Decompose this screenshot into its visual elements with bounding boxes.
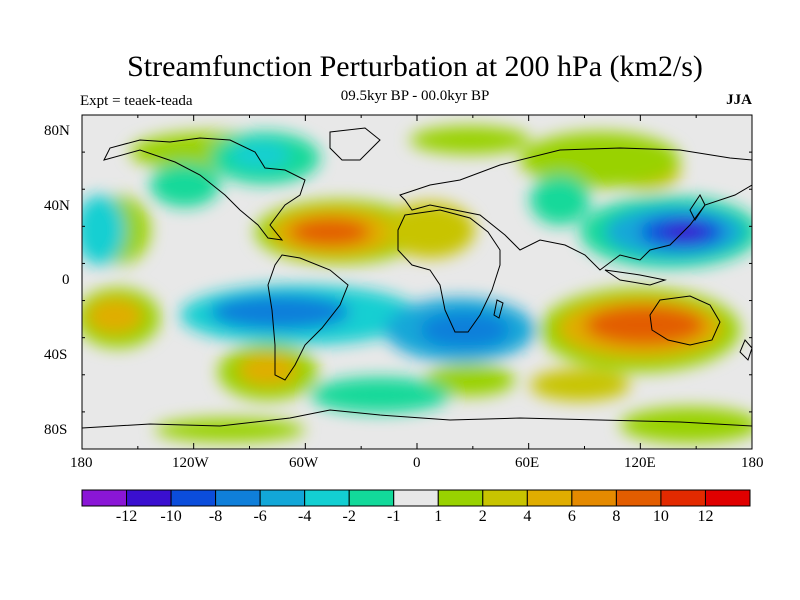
coast-australia (649, 295, 721, 346)
colorbar-label: 10 (652, 508, 669, 525)
colorbar-label: -1 (387, 508, 401, 525)
colorbar-label: 6 (567, 508, 576, 525)
colorbar-swatch (526, 489, 573, 507)
colorbar-label: 12 (697, 508, 714, 525)
coast-madagascar (493, 299, 504, 319)
coast-greenland (329, 127, 381, 161)
colorbar-swatch (393, 489, 439, 507)
lon-label-180w: 180 (70, 455, 93, 471)
axis-ticks (81, 114, 753, 450)
coast-africa (397, 209, 501, 333)
negative-southern-ocean (310, 377, 450, 413)
coast-south-america (267, 254, 349, 381)
experiment-label: Expt = teaek-teada (80, 93, 193, 109)
colorbar-swatch (126, 489, 172, 507)
coast-antarctica (82, 409, 752, 429)
lat-label-80s: 80S (44, 422, 68, 438)
colorbar-swatch (304, 489, 350, 507)
plot-subtitle: 09.5kyr BP - 00.0kyr BP (340, 88, 490, 104)
positive-siberia (520, 132, 680, 188)
negative-east-pacific (82, 195, 125, 265)
lon-label-120w: 120W (172, 455, 209, 471)
coast-europe-asia (399, 147, 752, 271)
colorbar-label: 2 (478, 508, 487, 525)
colorbar-swatch (482, 489, 528, 507)
season-label: JJA (726, 92, 752, 108)
colorbar-label: -12 (115, 508, 138, 525)
lon-label-60w: 60W (289, 455, 319, 471)
coast-north-america (103, 137, 306, 241)
colorbar-swatch (215, 489, 261, 507)
colorbar-swatch (170, 489, 217, 507)
colorbar-swatch (704, 489, 751, 507)
colorbar-label: -6 (253, 508, 267, 525)
colorbar-label: -8 (208, 508, 223, 525)
positive-north-africa (385, 202, 475, 258)
colorbar-swatch (81, 489, 128, 507)
lat-label-40n: 40N (44, 198, 70, 214)
contour-field (82, 126, 752, 443)
colorbar-label: 8 (612, 508, 621, 525)
lon-label-120e: 120E (624, 455, 656, 471)
lat-label-0: 0 (62, 272, 70, 288)
colorbar-swatch (615, 489, 662, 507)
colorbar-label: -2 (342, 508, 356, 525)
plot-title: Streamfunction Perturbation at 200 hPa (… (127, 50, 703, 83)
colorbar-swatch (437, 489, 484, 507)
coastlines (82, 127, 752, 429)
lon-label-60e: 60E (515, 455, 540, 471)
colorbar-label: -10 (160, 508, 182, 525)
coast-japan (689, 194, 706, 221)
coast-indonesia (604, 269, 667, 286)
coast-new-zealand (739, 339, 752, 361)
lat-label-80n: 80N (44, 123, 70, 139)
lon-label-0: 0 (413, 455, 421, 471)
colorbar-swatch (348, 489, 395, 507)
lon-label-180e: 180 (741, 455, 764, 471)
colorbar-label: -4 (297, 508, 312, 525)
colorbar-swatch (660, 489, 706, 507)
lat-label-40s: 40S (44, 347, 68, 363)
colorbar-label: 4 (523, 508, 532, 525)
colorbar-swatch (259, 489, 306, 507)
colorbar (81, 489, 751, 507)
colorbar-swatch (571, 489, 617, 507)
colorbar-label: 1 (434, 508, 443, 525)
